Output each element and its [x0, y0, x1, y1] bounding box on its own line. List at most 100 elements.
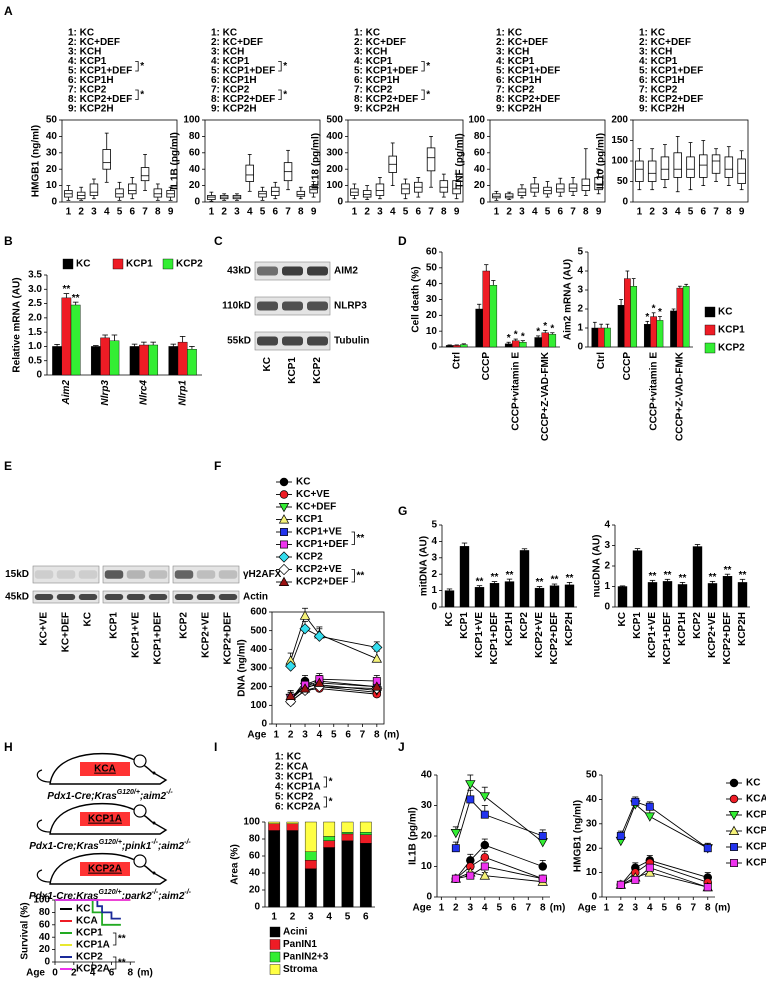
bar-segment	[323, 836, 336, 841]
bar	[656, 320, 664, 348]
box	[258, 190, 267, 198]
legend-line: 6: KCP1H	[354, 75, 400, 86]
blot-lane: KCP2+VE	[201, 612, 212, 658]
y-axis-label: IL1B (pg/ml)	[170, 132, 181, 190]
bar-segment	[268, 821, 281, 824]
legend-line: 2: KC+DEF	[211, 37, 263, 48]
significance: *	[507, 333, 511, 344]
box	[660, 156, 670, 180]
x-tick-label: Aim2	[61, 380, 72, 406]
x-tick-label: 0	[52, 968, 58, 979]
x-tick-label: 2	[364, 207, 370, 218]
legend-label: KCP2	[76, 952, 103, 963]
x-tick-label: KCP2	[692, 612, 703, 639]
legend-label: KC	[76, 259, 90, 270]
bar-segment	[304, 851, 317, 861]
panel-label: A	[4, 4, 13, 18]
legend-label: KC	[76, 904, 90, 915]
x-tick-label: KC	[617, 612, 628, 626]
x-tick-label: Nlrc4	[139, 380, 150, 405]
legend-line: 7: KCP2	[354, 85, 393, 96]
point	[479, 792, 491, 802]
x-tick-label: 5	[117, 207, 123, 218]
y-axis-label: IL10 (pg/ml)	[596, 133, 607, 189]
point	[285, 660, 297, 672]
x-tick-label: 9	[454, 207, 460, 218]
y-tick-label: 60	[426, 247, 438, 258]
y-axis-label: Relative mRNA (AU)	[12, 277, 23, 372]
blot-lane: KCP1	[287, 357, 298, 384]
mouse-eye	[152, 771, 156, 775]
blot-band	[34, 594, 54, 600]
blot-band	[257, 336, 278, 346]
mouse-ear	[133, 804, 147, 818]
x-tick-label: 8	[298, 207, 304, 218]
x-tick-label: 6	[272, 207, 278, 218]
x-tick-label: Ctrl	[596, 352, 607, 369]
y-tick-label: 40	[249, 868, 261, 879]
y-tick-label: 1.0	[28, 341, 42, 352]
x-tick-label: 4	[326, 912, 332, 923]
x-tick-label: Nlrp1	[177, 380, 188, 406]
legend-line: 5: KCP1+DEF	[639, 66, 703, 77]
legend-line: 1: KC	[275, 752, 301, 763]
x-tick-label: 1	[66, 207, 72, 218]
x-tick-label: 8	[441, 207, 447, 218]
y-tick-label: 40	[39, 932, 51, 943]
x-tick-label: 2	[78, 207, 84, 218]
y-tick-label: 300	[326, 147, 343, 158]
legend-label: KCP1+VE	[296, 527, 342, 538]
x-tick-label: 6	[676, 903, 682, 914]
x-tick-label: 9	[168, 207, 174, 218]
x-tick-label: 2	[649, 207, 655, 218]
mouse-label: KCP2A	[88, 864, 122, 875]
blot-band	[257, 266, 278, 276]
box	[737, 158, 746, 184]
blot-lane: KC	[262, 357, 273, 371]
significance: *	[514, 330, 518, 341]
panel-label: J	[398, 740, 405, 754]
legend-swatch	[112, 258, 124, 270]
legend-marker	[278, 576, 290, 586]
genotype-sup: G120/+	[117, 789, 140, 796]
x-tick-label: 7	[525, 903, 531, 914]
y-tick-label: 0	[194, 197, 200, 208]
point	[645, 863, 654, 872]
legend-label: KCP2	[746, 842, 766, 853]
legend-line: 6: KCP1H	[68, 75, 114, 86]
x-tick-label: 3	[633, 903, 639, 914]
point	[451, 874, 460, 883]
x-tick-label: 4	[532, 207, 538, 218]
blot-band	[307, 336, 328, 346]
significance: *	[645, 312, 649, 323]
legend-label: KCP2+DEF	[296, 577, 349, 588]
x-axis-label: Age	[577, 903, 596, 914]
y-tick-label: 600	[250, 607, 267, 618]
series-line	[620, 872, 708, 888]
point	[371, 641, 383, 654]
mouse-label-box	[80, 762, 130, 776]
x-tick-label: 1	[209, 207, 215, 218]
significance: **	[649, 571, 657, 582]
box	[647, 160, 657, 182]
bar	[534, 587, 545, 608]
y-tick-label: 40	[46, 131, 58, 142]
x-tick-label: 1	[271, 912, 277, 923]
bar	[591, 327, 599, 348]
bar	[489, 285, 498, 348]
box	[89, 183, 99, 196]
x-axis-label: Age	[26, 968, 45, 979]
significance: **	[491, 572, 499, 583]
legend-line: 1: KC	[211, 28, 237, 39]
x-tick-label: 3	[302, 730, 308, 741]
blot-size: 43kD	[227, 266, 251, 277]
legend-line: 3: KCH	[68, 47, 101, 58]
significance: **	[551, 575, 559, 586]
y-axis-label: mitDNA (AU)	[419, 536, 430, 596]
genotype-part: Pdx1-Cre;Kras	[29, 891, 99, 902]
legend-line: 9: KCP2H	[354, 104, 400, 115]
mouse-eye	[152, 871, 156, 875]
point	[631, 797, 640, 806]
y-tick-label: 4	[604, 520, 610, 531]
blot-band	[104, 570, 124, 579]
